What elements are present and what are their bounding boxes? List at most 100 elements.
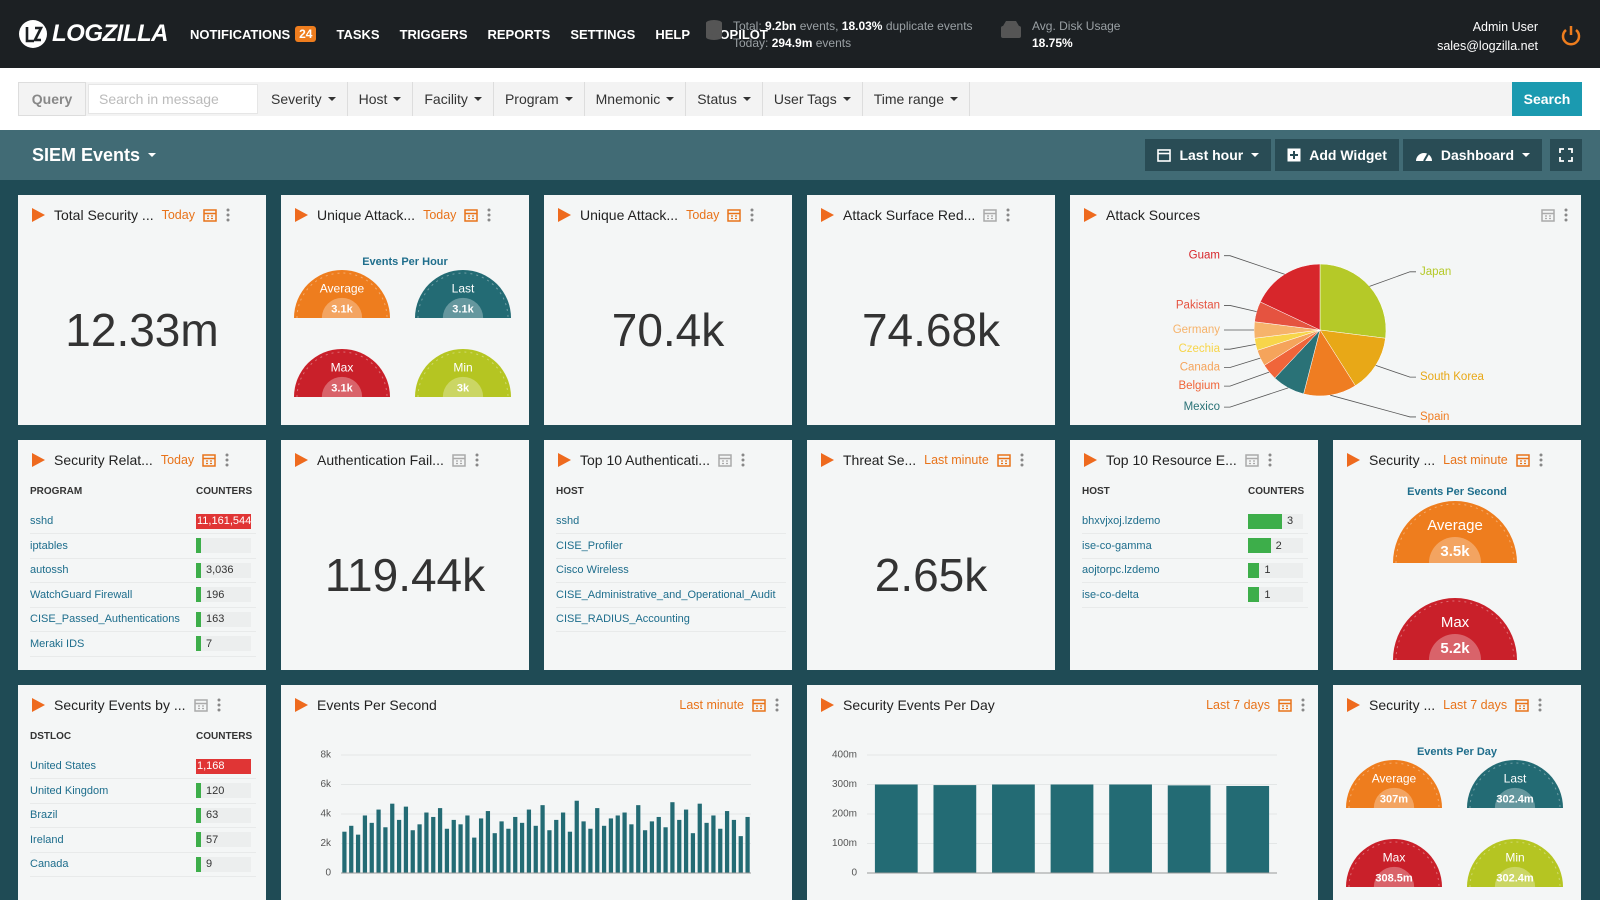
row-name: United States: [30, 754, 196, 779]
table-row[interactable]: Brazil63: [30, 803, 256, 828]
menu-icon[interactable]: [1538, 453, 1544, 467]
gauge: Average3.1k: [294, 270, 390, 318]
calendar-icon[interactable]: [752, 698, 766, 712]
bar: [684, 810, 688, 873]
table-row[interactable]: autossh3,036: [30, 558, 256, 583]
nav-item[interactable]: HELP: [655, 26, 690, 42]
play-icon[interactable]: [1082, 207, 1098, 223]
bar: [725, 811, 729, 873]
calendar-icon[interactable]: [983, 208, 997, 222]
play-icon[interactable]: [819, 697, 835, 713]
logo[interactable]: LOGZILLA: [18, 19, 168, 49]
menu-icon[interactable]: [224, 453, 230, 467]
filter-dropdown[interactable]: Facility: [413, 82, 494, 116]
play-icon[interactable]: [1345, 452, 1361, 468]
calendar-icon[interactable]: [1516, 453, 1530, 467]
table-row[interactable]: ise-co-gamma2: [1082, 534, 1308, 559]
menu-icon[interactable]: [1019, 453, 1025, 467]
calendar-icon[interactable]: [202, 453, 216, 467]
menu-icon[interactable]: [225, 208, 231, 222]
filter-dropdown[interactable]: User Tags: [763, 82, 863, 116]
icon-part: [226, 209, 229, 212]
table-row[interactable]: Ireland57: [30, 828, 256, 853]
play-icon[interactable]: [293, 697, 309, 713]
table-row[interactable]: aojtorpc.lzdemo1: [1082, 558, 1308, 583]
play-icon[interactable]: [30, 207, 46, 223]
dashboard-title[interactable]: SIEM Events: [32, 145, 156, 166]
menu-icon[interactable]: [1300, 698, 1306, 712]
calendar-icon[interactable]: [727, 208, 741, 222]
play-icon[interactable]: [293, 452, 309, 468]
menu-icon[interactable]: [1005, 208, 1011, 222]
bar: [431, 817, 435, 873]
menu-icon[interactable]: [216, 698, 222, 712]
icon-part: [1302, 699, 1305, 702]
menu-icon[interactable]: [1267, 453, 1273, 467]
time-button[interactable]: Last hour: [1145, 139, 1271, 171]
calendar-icon[interactable]: [203, 208, 217, 222]
table-row[interactable]: Meraki IDS7: [30, 632, 256, 657]
power-icon[interactable]: [1560, 24, 1582, 46]
search-input[interactable]: Search in message: [88, 84, 258, 114]
nav-item[interactable]: TASKS: [336, 26, 379, 42]
table-row[interactable]: United States1,168: [30, 754, 256, 779]
table-row[interactable]: sshd11,161,544: [30, 509, 256, 534]
play-icon[interactable]: [556, 452, 572, 468]
table-row[interactable]: United Kingdom120: [30, 779, 256, 804]
table-row[interactable]: iptables: [30, 534, 256, 559]
bar: [602, 826, 606, 873]
menu-icon[interactable]: [749, 208, 755, 222]
calendar-icon[interactable]: [1541, 208, 1555, 222]
filter-dropdown[interactable]: Mnemonic: [585, 82, 687, 116]
menu-icon[interactable]: [474, 453, 480, 467]
menu-icon[interactable]: [1563, 208, 1569, 222]
table-row[interactable]: WatchGuard Firewall196: [30, 583, 256, 608]
menu-icon[interactable]: [1537, 698, 1543, 712]
fullscreen-button[interactable]: [1550, 139, 1582, 171]
filter-dropdown[interactable]: Program: [494, 82, 585, 116]
search-button[interactable]: Search: [1512, 82, 1582, 116]
play-icon[interactable]: [556, 207, 572, 223]
filter-dropdown[interactable]: Time range: [863, 82, 970, 116]
calendar-icon[interactable]: [194, 698, 208, 712]
table-row[interactable]: sshd: [556, 509, 786, 534]
add-widget-button[interactable]: Add Widget: [1275, 139, 1399, 171]
dashboard-button[interactable]: Dashboard: [1403, 139, 1542, 171]
play-icon[interactable]: [1345, 697, 1361, 713]
calendar-icon[interactable]: [1245, 453, 1259, 467]
table-row[interactable]: CISE_Profiler: [556, 534, 786, 559]
table-row[interactable]: CISE_Administrative_and_Operational_Audi…: [556, 583, 786, 608]
table-row[interactable]: ise-co-delta1: [1082, 583, 1308, 608]
menu-icon[interactable]: [740, 453, 746, 467]
table-row[interactable]: Canada9: [30, 852, 256, 877]
calendar-icon[interactable]: [718, 453, 732, 467]
menu-icon[interactable]: [774, 698, 780, 712]
filter-dropdown[interactable]: Status: [686, 82, 763, 116]
nav-item[interactable]: NOTIFICATIONS24: [190, 26, 317, 42]
play-icon[interactable]: [819, 452, 835, 468]
play-icon[interactable]: [30, 452, 46, 468]
table-row[interactable]: bhxvjxoj.lzdemo3: [1082, 509, 1308, 534]
play-icon[interactable]: [819, 207, 835, 223]
filter-dropdown[interactable]: Host: [348, 82, 414, 116]
nav-item[interactable]: TRIGGERS: [400, 26, 468, 42]
calendar-icon[interactable]: [1515, 698, 1529, 712]
table-row[interactable]: CISE_RADIUS_Accounting: [556, 607, 786, 632]
calendar-icon[interactable]: [1278, 698, 1292, 712]
nav-item[interactable]: REPORTS: [488, 26, 551, 42]
menu-icon[interactable]: [486, 208, 492, 222]
nav-item[interactable]: SETTINGS: [570, 26, 635, 42]
user-info[interactable]: Admin User sales@logzilla.net: [1437, 18, 1538, 56]
table-row[interactable]: Cisco Wireless: [556, 558, 786, 583]
play-icon[interactable]: [30, 697, 46, 713]
calendar-icon[interactable]: [997, 453, 1011, 467]
widget-header: Attack Surface Red...: [807, 195, 1055, 235]
calendar-icon[interactable]: [464, 208, 478, 222]
play-icon[interactable]: [1082, 452, 1098, 468]
filter-dropdown[interactable]: Severity: [260, 82, 348, 116]
widget: Threat Se...Last minute2.65k: [807, 440, 1055, 670]
table-row[interactable]: CISE_Passed_Authentications163: [30, 607, 256, 632]
play-icon[interactable]: [293, 207, 309, 223]
calendar-icon[interactable]: [452, 453, 466, 467]
